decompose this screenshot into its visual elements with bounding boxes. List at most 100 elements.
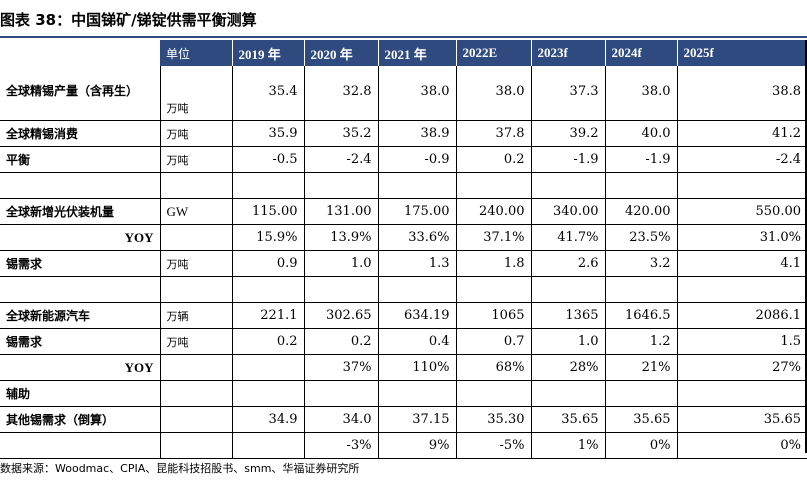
value-cell	[304, 276, 379, 303]
row-unit: 万辆	[160, 302, 233, 329]
value-cell	[232, 380, 305, 407]
row-label: 平衡	[0, 146, 161, 173]
table-row: YOY 15.9% 13.9% 33.6% 37.1% 41.7% 23.5% 31.0%	[0, 224, 807, 251]
row-label: 全球新增光伏装机量	[0, 198, 161, 225]
table-row	[0, 276, 807, 303]
value-cell: 35.65	[677, 406, 807, 433]
row-label	[0, 432, 161, 459]
table-row: 全球精锡产量（含再生） 万吨 35.4 32.8 38.0 38.0 37.3 38.0 38.…	[0, 66, 807, 121]
value-cell: 15.9%	[232, 224, 305, 251]
value-cell: 2086.1	[677, 302, 807, 329]
header-year: 2019 年	[232, 40, 305, 66]
row-unit	[160, 432, 233, 459]
value-cell: 32.8	[304, 66, 379, 121]
header-year: 2023f	[531, 40, 606, 66]
value-cell	[232, 432, 305, 459]
header-year: 2020 年	[304, 40, 379, 66]
value-cell: 37%	[304, 354, 379, 381]
value-cell: 38.9	[378, 120, 457, 147]
value-cell: 1.2	[605, 328, 678, 355]
value-cell: 13.9%	[304, 224, 379, 251]
value-cell: 110%	[378, 354, 457, 381]
value-cell	[677, 172, 807, 199]
row-label: 锡需求	[0, 250, 161, 277]
header-year: 2021 年	[378, 40, 457, 66]
value-cell: 31.0%	[677, 224, 807, 251]
value-cell: 28%	[531, 354, 606, 381]
value-cell	[677, 380, 807, 407]
value-cell: 0.9	[232, 250, 305, 277]
value-cell	[304, 172, 379, 199]
value-cell: 0.4	[378, 328, 457, 355]
value-cell	[677, 276, 807, 303]
row-unit	[160, 354, 233, 381]
table-row: 辅助	[0, 380, 807, 407]
value-cell	[456, 276, 532, 303]
value-cell: 34.9	[232, 406, 305, 433]
header-unit: 单位	[160, 40, 233, 66]
value-cell: 33.6%	[378, 224, 457, 251]
table-row: 全球精锡消费 万吨 35.9 35.2 38.9 37.8 39.2 40.0 41.2	[0, 120, 807, 147]
value-cell	[456, 172, 532, 199]
value-cell	[378, 276, 457, 303]
value-cell: -1.9	[531, 146, 606, 173]
value-cell: 1646.5	[605, 302, 678, 329]
value-cell: 1365	[531, 302, 606, 329]
value-cell: 38.8	[677, 66, 807, 121]
value-cell	[605, 172, 678, 199]
source-note: 数据来源：Woodmac、CPIA、昆能科技招股书、smm、华福证券研究所	[0, 462, 360, 475]
table-row: 锡需求 万吨 0.9 1.0 1.3 1.8 2.6 3.2 4.1	[0, 250, 807, 277]
value-cell	[456, 380, 532, 407]
value-cell: 3.2	[605, 250, 678, 277]
figure-title: 图表 38：中国锑矿/锑锭供需平衡测算	[0, 11, 257, 29]
value-cell: 37.1%	[456, 224, 532, 251]
value-cell: 1%	[531, 432, 606, 459]
row-unit	[160, 224, 233, 251]
table-row: 全球新能源汽车 万辆 221.1 302.65 634.19 1065 1365 1646.5…	[0, 302, 807, 329]
value-cell	[605, 276, 678, 303]
row-label: 全球精锡产量（含再生）	[0, 66, 161, 121]
value-cell: 40.0	[605, 120, 678, 147]
table-row: -3% 9% -5% 1% 0% 0%	[0, 432, 807, 459]
row-unit	[160, 172, 233, 199]
row-label: 全球精锡消费	[0, 120, 161, 147]
value-cell: 0.7	[456, 328, 532, 355]
value-cell: 1.0	[304, 250, 379, 277]
value-cell: 35.4	[232, 66, 305, 121]
value-cell: -5%	[456, 432, 532, 459]
header-row: 单位 2019 年 2020 年 2021 年 2022E 2023f 2024…	[0, 40, 807, 66]
value-cell: 41.7%	[531, 224, 606, 251]
row-unit	[160, 380, 233, 407]
value-cell: 0.2	[232, 328, 305, 355]
value-cell: 131.00	[304, 198, 379, 225]
value-cell	[378, 172, 457, 199]
value-cell	[232, 172, 305, 199]
value-cell: 1.5	[677, 328, 807, 355]
value-cell: -0.9	[378, 146, 457, 173]
value-cell: 0.2	[304, 328, 379, 355]
value-cell: 0%	[677, 432, 807, 459]
row-unit	[160, 406, 233, 433]
value-cell	[232, 276, 305, 303]
value-cell: 550.00	[677, 198, 807, 225]
table-right-border	[805, 40, 807, 453]
value-cell: 420.00	[605, 198, 678, 225]
value-cell: 35.9	[232, 120, 305, 147]
value-cell: -0.5	[232, 146, 305, 173]
value-cell: 302.65	[304, 302, 379, 329]
row-label: YOY	[0, 224, 161, 251]
row-unit: GW	[160, 198, 233, 225]
value-cell	[531, 172, 606, 199]
value-cell: 175.00	[378, 198, 457, 225]
value-cell: -1.9	[605, 146, 678, 173]
value-cell: 37.3	[531, 66, 606, 121]
table-row: YOY 37% 110% 68% 28% 21% 27%	[0, 354, 807, 381]
value-cell	[232, 354, 305, 381]
value-cell: 68%	[456, 354, 532, 381]
value-cell: 38.0	[456, 66, 532, 121]
header-year: 2025f	[677, 40, 807, 66]
row-unit: 万吨	[160, 146, 233, 173]
value-cell: 634.19	[378, 302, 457, 329]
value-cell: 4.1	[677, 250, 807, 277]
table-row	[0, 172, 807, 199]
